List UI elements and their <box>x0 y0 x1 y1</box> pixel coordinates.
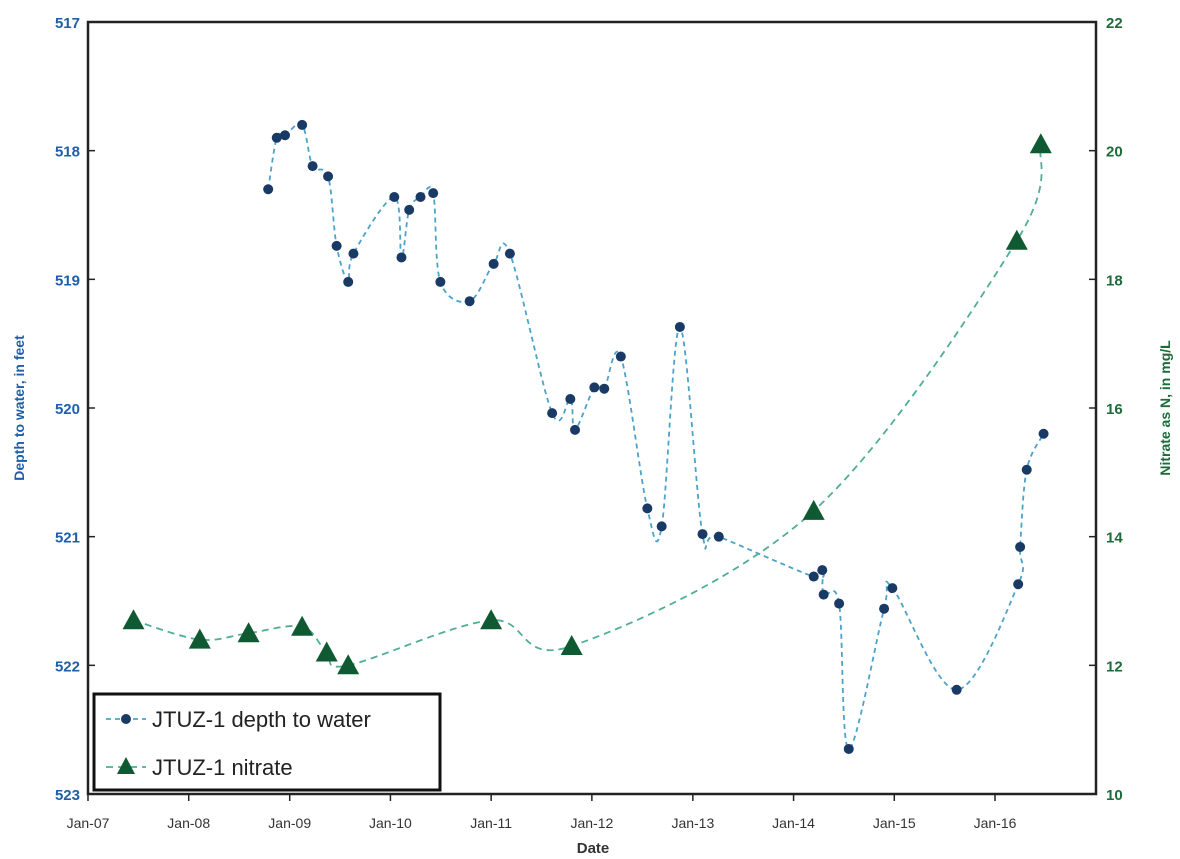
depth-point <box>504 248 515 259</box>
legend-box <box>92 692 442 792</box>
depth-point <box>1013 579 1024 590</box>
right-axis: 10 12 14 16 18 20 22 <box>1089 15 1123 804</box>
depth-point <box>396 252 407 263</box>
depth-point <box>343 276 354 287</box>
depth-point <box>297 119 308 130</box>
depth-point <box>1015 541 1026 552</box>
depth-point <box>1038 428 1049 439</box>
depth-point <box>263 184 274 195</box>
left-tick-label: 521 <box>55 530 80 547</box>
legend: JTUZ-1 depth to water JTUZ-1 nitrate <box>92 692 442 792</box>
x-tick-label: Jan-14 <box>772 815 815 831</box>
right-tick-label: 20 <box>1106 144 1123 161</box>
depth-point <box>951 684 962 695</box>
left-axis: 517 518 519 520 521 522 523 <box>55 15 95 804</box>
legend-label-depth: JTUZ-1 depth to water <box>152 707 371 732</box>
depth-point <box>307 161 318 172</box>
left-tick-label: 520 <box>55 401 80 418</box>
series-layer <box>122 119 1052 754</box>
x-tick-label: Jan-09 <box>268 815 311 831</box>
plot-area <box>86 20 1098 796</box>
left-tick-label: 518 <box>55 144 80 161</box>
depth-point <box>879 603 890 614</box>
depth-point <box>389 191 400 202</box>
x-tick-label: Jan-15 <box>873 815 916 831</box>
nitrate-point <box>1029 133 1052 154</box>
nitrate-point <box>337 654 360 675</box>
depth-point <box>808 571 819 582</box>
nitrate-point <box>802 499 825 520</box>
legend-marker-nitrate <box>117 757 135 774</box>
right-tick-label: 14 <box>1106 530 1123 547</box>
nitrate-point <box>188 628 211 649</box>
right-axis-title: Nitrate as N, in mg/L <box>1157 340 1173 476</box>
depth-point <box>565 393 576 404</box>
depth-point <box>817 565 828 576</box>
x-tick-label: Jan-13 <box>671 815 714 831</box>
x-tick-label: Jan-12 <box>570 815 613 831</box>
depth-point <box>589 382 600 393</box>
depth-point <box>271 132 282 143</box>
right-tick-label: 10 <box>1106 787 1123 804</box>
depth-point <box>348 248 359 259</box>
depth-point <box>404 204 415 215</box>
x-tick-label: Jan-10 <box>369 815 412 831</box>
legend-marker-depth <box>121 714 131 724</box>
depth-point <box>547 408 558 419</box>
right-tick-label: 12 <box>1106 658 1123 675</box>
nitrate-point <box>315 641 338 662</box>
depth-point <box>843 743 854 754</box>
depth-point <box>570 424 581 435</box>
depth-point <box>488 258 499 269</box>
nitrate-point <box>560 635 583 655</box>
nitrate-point <box>1005 229 1028 250</box>
depth-point <box>615 351 626 362</box>
left-tick-label: 522 <box>55 658 80 675</box>
depth-point <box>415 191 426 202</box>
nitrate-point <box>122 609 145 630</box>
right-tick-label: 16 <box>1106 401 1123 418</box>
left-tick-label: 517 <box>55 15 80 32</box>
right-tick-label: 18 <box>1106 272 1123 289</box>
depth-point <box>464 296 475 307</box>
x-tick-label: Jan-11 <box>470 815 512 831</box>
depth-point <box>697 529 708 540</box>
x-tick-label: Jan-16 <box>974 815 1017 831</box>
nitrate-point <box>291 615 314 636</box>
depth-point <box>435 276 446 287</box>
legend-label-nitrate: JTUZ-1 nitrate <box>152 755 293 780</box>
x-axis-title: Date <box>577 840 610 857</box>
x-axis: Jan-07 Jan-08 Jan-09 Jan-10 Jan-11 Jan-12 Jan-… <box>67 794 1017 831</box>
depth-point <box>713 531 724 542</box>
depth-point <box>642 503 653 514</box>
nitrate-point <box>480 609 503 630</box>
x-tick-label: Jan-08 <box>167 815 210 831</box>
left-tick-label: 523 <box>55 787 80 804</box>
depth-point <box>280 130 291 141</box>
depth-point <box>331 240 342 251</box>
depth-point <box>818 589 829 600</box>
nitrate-point <box>237 622 260 643</box>
depth-point <box>1021 464 1032 475</box>
depth-point <box>599 383 610 394</box>
depth-point <box>674 321 685 332</box>
depth-point <box>656 521 667 532</box>
right-tick-label: 22 <box>1106 15 1123 32</box>
depth-point <box>428 188 439 199</box>
depth-point <box>834 598 845 609</box>
depth-point <box>323 171 334 182</box>
x-tick-label: Jan-07 <box>67 815 110 831</box>
left-tick-label: 519 <box>55 272 80 289</box>
left-axis-title: Depth to water, in feet <box>11 335 27 481</box>
depth-point <box>887 583 898 594</box>
